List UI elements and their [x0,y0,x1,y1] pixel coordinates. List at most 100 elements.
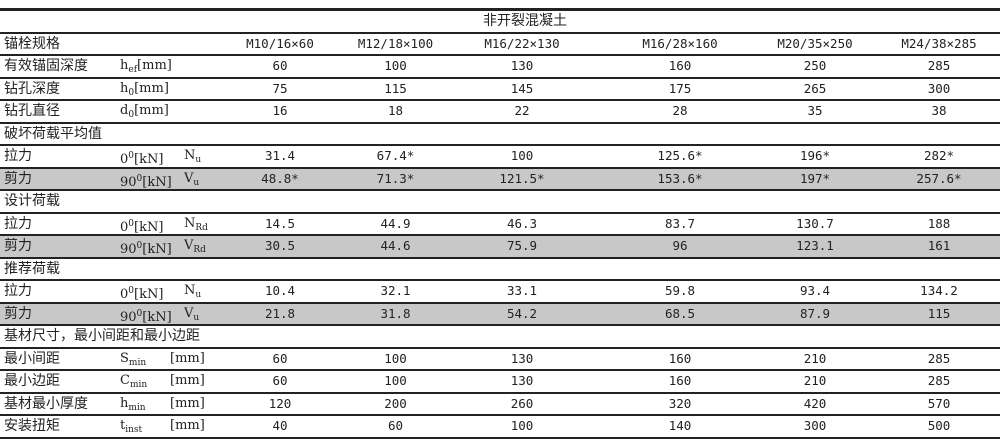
cell-value: 175 [668,80,692,96]
section-title: 推荐荷载 [4,260,60,277]
table-row: 剪力 900[kN] Vu 21.8 31.8 54.2 68.5 87.9 115 [0,303,1000,329]
unit: [kN] [142,174,172,190]
row-label: 拉力 [4,148,32,164]
cell-value: 282* [923,148,955,163]
cell-value: 44.9 [380,215,411,231]
unit: [mm] [134,80,169,96]
cell-value: 420 [803,395,827,411]
load-symbol: Vu [184,304,199,329]
symbol: V [184,238,194,253]
cell-value: 30.5 [264,238,296,253]
row-label: 剪力 [4,305,32,322]
unit: [mm] [170,418,205,433]
symbol: h [120,395,129,411]
symbol: S [120,350,129,366]
row-label: 最小边距 [4,373,60,389]
row-symbol: hmin [mm] [120,394,205,419]
angle-degree: 0 [128,151,135,161]
table-row: 拉力 00[kN] NRd 14.5 44.9 46.3 83.7 130.7 188 [0,214,1000,236]
angle-degree: 0 [136,241,143,251]
row-label: 剪力 [4,170,32,187]
load-symbol: Nu [184,146,201,171]
cell-value: 40 [272,418,288,433]
cell-value: 46.3 [506,215,538,231]
symbol: N [184,148,196,163]
cell-value: 188 [927,215,951,231]
row-label: 最小间距 [4,350,60,367]
cell-value: 96 [672,238,688,253]
angle: 90 [120,309,137,325]
cell-value: 196* [799,148,831,163]
cell-value: 100 [384,58,407,73]
unit: [kN] [142,242,172,257]
symbol-subscript: 0 [128,110,135,120]
cell-value: 83.7 [664,215,696,231]
unit: [kN] [134,152,164,167]
row-symbol: hef[mm] [120,56,172,81]
symbol: V [184,170,194,186]
cell-value: 14.5 [264,215,296,231]
symbol-subscript: 0 [128,87,135,98]
spec-header: M10/16×60 [246,35,314,51]
angle-degree: 0 [136,308,143,319]
cell-value: 265 [803,80,827,96]
spec-header: M24/38×285 [901,35,977,51]
table-row: 最小边距 Cmin [mm] 60 100 130 160 210 285 [0,371,1000,394]
angle: 90 [120,174,137,190]
unit: [mm] [170,395,205,411]
symbol-subscript: inst [125,425,143,435]
cell-value: 285 [927,350,951,366]
cell-value: 75.9 [506,238,538,253]
cell-value: 130 [510,58,534,73]
cell-value: 44.6 [380,238,411,253]
cell-value: 115 [384,80,407,96]
cell-value: 67.4* [376,148,415,163]
symbol: N [184,215,196,231]
cell-value: 285 [927,58,951,73]
spec-header: M20/35×250 [777,35,853,51]
section-row: 推荐荷载 [0,259,1000,281]
angle-unit: 00[kN] [120,146,163,171]
cell-value: 31.4 [264,148,296,163]
symbol-subscript: min [129,380,148,390]
symbol: h [120,80,129,96]
section-title: 基材尺寸，最小间距和最小边距 [4,328,200,344]
table-row: 钻孔直径 d0[mm] 16 18 22 28 35 38 [0,101,1000,124]
symbol-subscript: u [193,177,200,188]
angle-unit: 00[kN] [120,281,163,306]
table-row: 钻孔深度 h0[mm] 75 115 145 175 265 300 [0,79,1000,101]
row-symbol: Smin [mm] [120,349,205,374]
angle: 0 [120,152,129,167]
symbol-subscript: u [195,155,202,165]
cell-value: 570 [927,395,951,411]
symbol-subscript: min [128,357,147,368]
row-label: 基材最小厚度 [4,395,88,412]
section-row: 设计荷载 [0,191,1000,214]
section-row: 破坏荷载平均值 [0,124,1000,146]
cell-value: 120 [268,395,292,411]
row-label: 钻孔直径 [4,103,60,119]
section-title: 设计荷载 [4,193,60,209]
cell-value: 10.4 [264,283,296,298]
cell-value: 93.4 [799,283,831,298]
spec-header: M12/18×100 [357,35,434,51]
cell-value: 130.7 [796,215,834,231]
cell-value: 300 [803,418,827,433]
cell-value: 60 [272,350,288,366]
spec-header: M16/22×130 [484,35,560,51]
spec-header: M16/28×160 [642,35,718,51]
unit: [mm] [170,373,205,388]
cell-value: 28 [672,103,688,118]
table-row: 拉力 00[kN] Nu 10.4 32.1 33.1 59.8 93.4 134.2 [0,281,1000,304]
unit: [kN] [142,309,172,325]
cell-value: 48.8* [261,170,299,186]
cell-value: 60 [272,373,288,388]
angle: 0 [120,219,129,235]
symbol-subscript: Rd [193,245,206,255]
angle-unit: 900[kN] [120,304,172,329]
cell-value: 100 [510,148,534,163]
angle-unit: 900[kN] [120,236,172,261]
row-label: 钻孔深度 [4,80,60,97]
anchor-spec-table: 非开裂混凝土 锚栓规格 M10/16×60 M12/18×100 M16/22×130 M… [0,8,1000,439]
cell-value: 130 [510,373,534,388]
